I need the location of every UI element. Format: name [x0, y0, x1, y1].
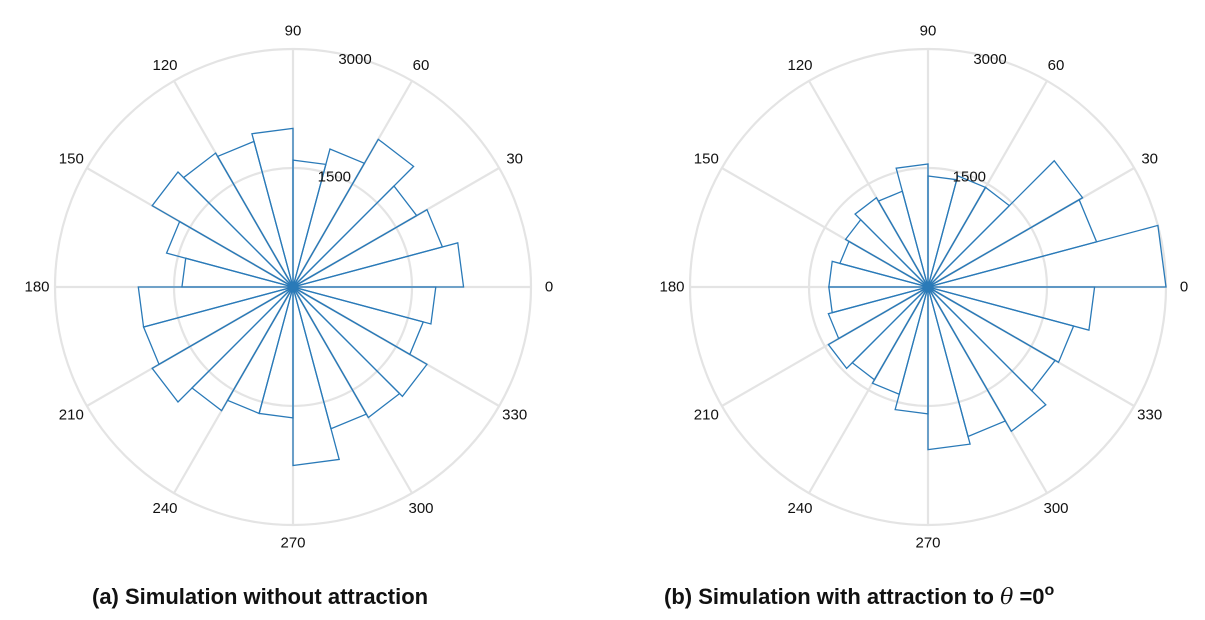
angle-tick-label: 150	[694, 151, 719, 168]
radial-tick-label: 3000	[973, 51, 1006, 68]
angle-tick-label: 180	[24, 279, 49, 296]
angle-tick-label: 90	[920, 23, 937, 40]
polar-chart-a: 0 30 60 90 120 150 180 210 240 270 300 330 1500 3000	[24, 23, 553, 552]
angle-tick-label: 30	[1141, 151, 1158, 168]
angle-tick-label: 120	[152, 57, 177, 74]
center-dot	[288, 282, 298, 292]
angle-tick-label: 30	[506, 151, 523, 168]
angle-tick-label: 150	[59, 151, 84, 168]
radial-tick-label: 1500	[318, 168, 351, 185]
angle-tick-label: 240	[152, 500, 177, 517]
caption-a: (a) Simulation without attraction	[92, 584, 429, 609]
angle-tick-label: 180	[659, 279, 684, 296]
angle-tick-label: 300	[408, 500, 433, 517]
angle-tick-label: 270	[915, 535, 940, 552]
angle-tick-label: 330	[1137, 407, 1162, 424]
angle-tick-label: 210	[694, 407, 719, 424]
radial-tick-label: 1500	[953, 168, 986, 185]
caption-b: (b) Simulation with attraction to θ =0o	[664, 582, 1055, 610]
angle-tick-label: 240	[787, 500, 812, 517]
angle-tick-label: 300	[1043, 500, 1068, 517]
histogram-bar	[292, 286, 437, 325]
angle-tick-label: 0	[1180, 279, 1188, 296]
center-dot	[923, 282, 933, 292]
caption-b-theta: θ	[1000, 585, 1014, 610]
angle-tick-label: 270	[280, 535, 305, 552]
histogram-bar	[927, 286, 1096, 331]
angle-tick-label: 330	[502, 407, 527, 424]
angle-tick-label: 0	[545, 279, 553, 296]
angle-tick-label: 60	[1048, 57, 1065, 74]
caption-b-prefix: (b) Simulation with attraction to	[664, 584, 1001, 609]
angle-tick-label: 90	[285, 23, 302, 40]
radial-tick-label: 3000	[338, 51, 371, 68]
angle-tick-label: 60	[413, 57, 430, 74]
caption-b-suffix: =0	[1013, 584, 1045, 609]
angle-tick-label: 120	[787, 57, 812, 74]
angle-tick-label: 210	[59, 407, 84, 424]
polar-chart-b: 0 30 60 90 120 150 180 210 240 270 300 330 1500 3000	[659, 23, 1188, 552]
caption-b-degree: o	[1044, 582, 1055, 599]
